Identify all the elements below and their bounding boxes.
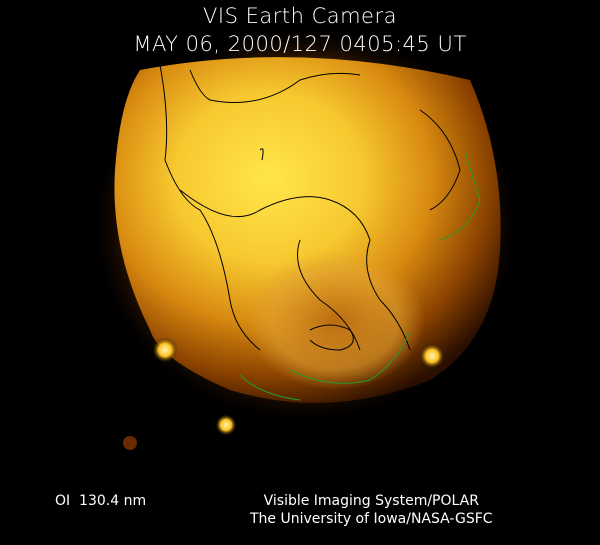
credit-block: Visible Imaging System/POLAR The Univers… <box>250 492 493 528</box>
star-spot <box>215 414 237 436</box>
night-coastline-overlay <box>239 149 481 401</box>
credit-line-1: Visible Imaging System/POLAR <box>263 493 479 509</box>
coastline-overlay <box>159 64 461 351</box>
image-timestamp: MAY 06, 2000/127 0405:45 UT <box>133 32 467 56</box>
bright-spot <box>152 337 178 363</box>
credit-line-2: The University of Iowa/NASA-GSFC <box>250 511 493 527</box>
auroral-oval <box>245 250 425 390</box>
star-spot <box>123 436 137 450</box>
filter-wavelength: OI 130.4 nm <box>55 493 147 509</box>
image-title: VIS Earth Camera <box>203 4 397 28</box>
bright-spot <box>419 343 445 369</box>
